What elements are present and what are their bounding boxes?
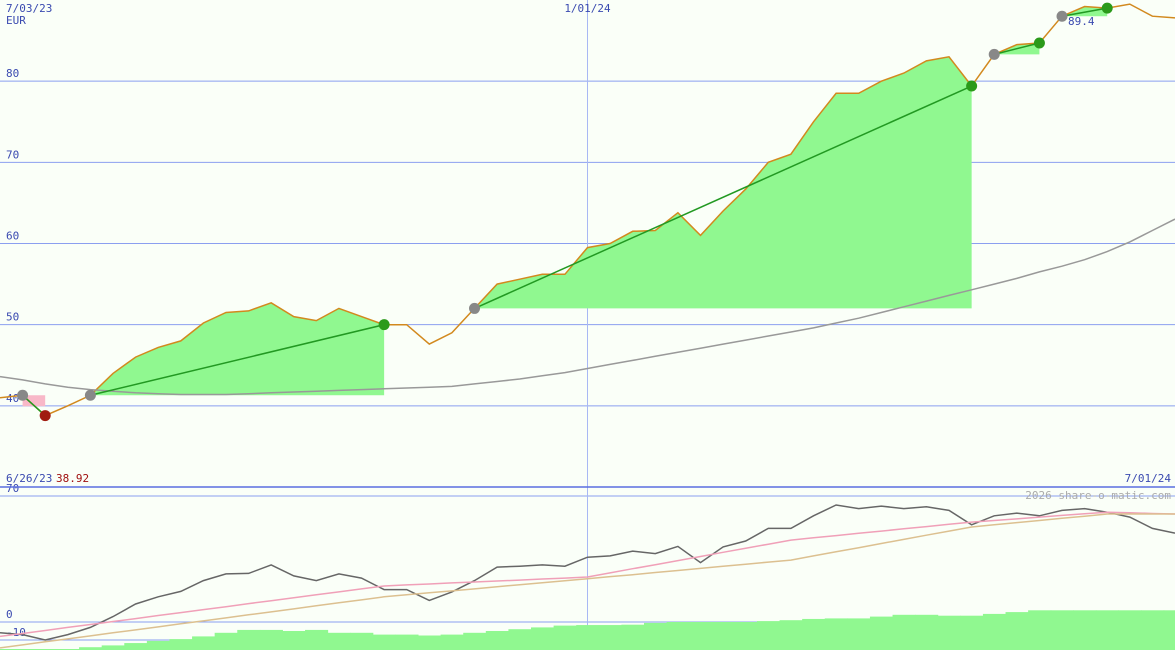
histogram-bar <box>937 615 961 650</box>
histogram-bar <box>463 632 487 650</box>
entry-marker <box>17 389 29 401</box>
histogram-bar <box>327 632 351 650</box>
entry-marker <box>988 48 1000 60</box>
y-tick-label: 70 <box>6 482 19 495</box>
series-line <box>0 511 1175 638</box>
histogram-bar <box>1028 610 1052 650</box>
y-tick-label: -10 <box>6 626 26 639</box>
histogram-bar <box>960 615 984 650</box>
y-tick-label: 0 <box>6 608 13 621</box>
histogram-bar <box>1141 610 1165 650</box>
histogram-bar <box>1095 610 1120 650</box>
histogram-bar <box>79 647 103 650</box>
histogram-bar <box>418 635 442 650</box>
x-tick-label: 7/03/23 <box>6 2 52 15</box>
histogram-bar <box>982 613 1007 650</box>
histogram-bar <box>598 625 622 650</box>
trade-area <box>474 56 972 309</box>
histogram-bar <box>643 622 668 650</box>
series-line <box>0 513 1175 649</box>
y-tick-label: 40 <box>6 392 19 405</box>
trade-area <box>22 395 46 407</box>
entry-marker <box>1056 10 1068 22</box>
range-start-label: 6/26/23 <box>6 472 52 485</box>
series-line <box>0 3 1175 417</box>
x-tick-label: 7/01/24 <box>1125 472 1172 485</box>
histogram-bar <box>802 618 826 650</box>
currency-label: EUR <box>6 14 26 27</box>
histogram-bar <box>666 622 690 650</box>
last-value-label: 89.4 <box>1068 15 1095 28</box>
histogram-bar <box>1005 612 1029 650</box>
histogram-bar <box>576 625 600 650</box>
histogram-bar <box>485 631 509 650</box>
histogram-bar <box>756 621 781 650</box>
y-tick-label: 70 <box>6 148 19 161</box>
histogram-bar <box>734 622 758 650</box>
histogram-bar <box>689 622 713 650</box>
histogram-bar <box>237 629 261 650</box>
histogram-bar <box>553 625 577 650</box>
histogram-bar <box>892 614 916 650</box>
histogram-bar <box>372 634 396 650</box>
histogram-bar <box>869 616 894 650</box>
histogram-bar <box>395 634 419 650</box>
histogram-bar <box>1163 610 1175 650</box>
y-tick-label: 60 <box>6 230 19 243</box>
histogram-bar <box>282 631 306 650</box>
min-value-label: 38.92 <box>56 472 89 485</box>
histogram-bar <box>1050 610 1074 650</box>
trade-line <box>474 85 972 310</box>
histogram-bar <box>192 636 216 650</box>
histogram-bar <box>1118 610 1142 650</box>
trade-area <box>90 302 385 396</box>
histogram-bar <box>124 643 148 650</box>
histogram-bar <box>440 634 464 650</box>
x-tick-label: 1/01/24 <box>564 2 611 15</box>
histogram-bar <box>621 624 645 650</box>
histogram-bar <box>305 629 329 650</box>
exit-marker <box>39 410 51 422</box>
exit-marker <box>1101 2 1113 14</box>
exit-marker <box>1033 37 1045 49</box>
y-tick-label: 50 <box>6 311 19 324</box>
histogram-bar <box>779 620 803 650</box>
trade-line <box>994 42 1040 56</box>
entry-marker <box>469 302 481 314</box>
watermark: 2026 share-o-matic.com <box>1025 489 1171 502</box>
histogram-bar <box>101 645 125 650</box>
y-tick-label: 80 <box>6 67 19 80</box>
histogram-bar <box>531 627 555 650</box>
trade-line <box>90 323 385 397</box>
histogram-bar <box>350 632 374 650</box>
histogram-bar <box>508 629 532 650</box>
series-line <box>0 218 1175 396</box>
histogram-bar <box>915 614 939 650</box>
trade-line <box>1061 7 1108 17</box>
histogram-bar <box>711 622 735 650</box>
histogram-bar <box>146 640 170 650</box>
histogram-bar <box>214 632 238 650</box>
histogram-bar <box>824 618 848 650</box>
histogram-bar <box>169 639 193 650</box>
histogram-bar <box>259 629 283 650</box>
entry-marker <box>84 389 96 401</box>
exit-marker <box>966 80 978 92</box>
histogram-bar <box>847 618 871 650</box>
exit-marker <box>378 319 390 331</box>
histogram-bar <box>1073 610 1097 650</box>
